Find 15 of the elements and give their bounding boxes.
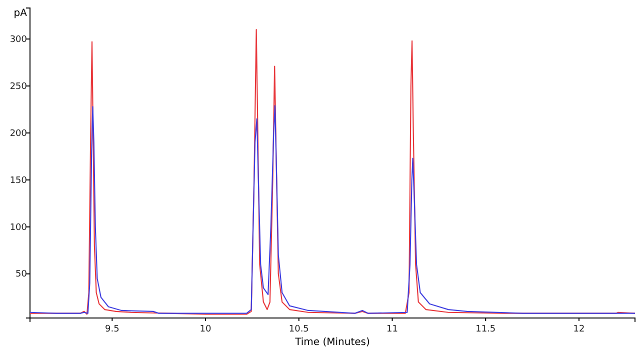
x-tick-label: 11.5: [476, 324, 496, 334]
x-tick-label: 11: [386, 324, 398, 334]
line-series: [29, 105, 636, 314]
y-tick-label: 300: [10, 34, 28, 45]
y-tick-label: 200: [10, 128, 28, 139]
y-tick-label: 150: [10, 176, 28, 186]
x-tick-label: 9.5: [104, 324, 120, 334]
y-axis-title: pA: [14, 8, 28, 19]
x-axis-title: Time (Minutes): [294, 337, 370, 348]
y-tick-label: 50: [16, 270, 28, 280]
x-tick-label: 10.5: [288, 324, 309, 334]
x-tick-label: 10: [200, 324, 212, 334]
x-tick-label: 12: [573, 324, 585, 334]
y-tick-label: 250: [10, 82, 28, 92]
y-tick-label: 100: [10, 222, 28, 233]
